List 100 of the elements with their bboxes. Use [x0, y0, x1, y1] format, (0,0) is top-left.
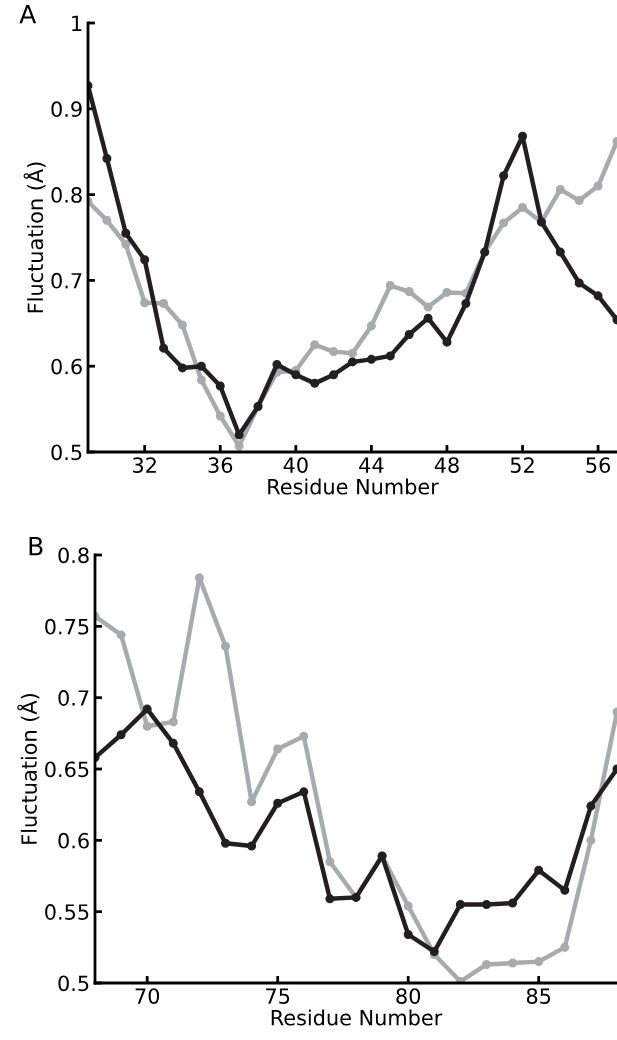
point	[366, 354, 376, 364]
point	[481, 900, 492, 910]
point	[116, 630, 126, 640]
x-tick-label: 48	[434, 457, 459, 473]
point	[142, 704, 152, 714]
point	[299, 787, 309, 797]
point	[534, 865, 544, 875]
point	[196, 361, 206, 371]
point	[385, 281, 395, 291]
point	[177, 320, 187, 330]
point	[404, 329, 414, 339]
point	[560, 885, 570, 895]
chart-title: B	[29, 537, 43, 556]
y-tick-label: 0.9	[51, 101, 82, 118]
point	[455, 900, 465, 910]
point	[593, 181, 603, 191]
point	[586, 801, 596, 811]
point	[140, 255, 150, 265]
point	[574, 196, 584, 206]
point	[220, 641, 231, 651]
point	[403, 929, 413, 940]
x-tick-label: 40	[283, 457, 308, 473]
y-tick-label: 0.8	[58, 547, 89, 564]
point	[140, 298, 150, 308]
x-tick-label: 75	[266, 988, 290, 1004]
point	[177, 363, 187, 373]
y-axis-title: Fluctuation (Å)	[17, 693, 40, 844]
point	[247, 797, 257, 807]
point	[508, 898, 518, 908]
x-tick-label: 32	[133, 457, 156, 473]
point	[404, 287, 414, 297]
point	[247, 841, 257, 851]
y-tick-label: 1	[72, 15, 82, 31]
point	[347, 357, 358, 367]
y-tick-label: 0.6	[58, 832, 89, 849]
point	[518, 202, 528, 212]
point	[593, 291, 603, 301]
point	[366, 321, 376, 331]
point	[121, 228, 131, 238]
point	[168, 738, 178, 748]
point	[499, 218, 509, 228]
point	[273, 744, 283, 754]
point	[555, 247, 565, 257]
point	[423, 302, 433, 312]
point	[299, 731, 309, 741]
point	[560, 942, 570, 952]
point	[215, 381, 225, 391]
point	[385, 351, 395, 361]
y-tick-label: 0.6	[51, 358, 82, 375]
point	[442, 337, 452, 347]
point	[310, 340, 320, 350]
point	[194, 573, 204, 583]
chart-title: A	[19, 5, 37, 24]
point	[325, 894, 335, 904]
x-tick-label: 80	[396, 988, 421, 1004]
x-tick-label: 70	[135, 988, 160, 1004]
point	[121, 239, 131, 249]
y-tick-label: 0.8	[51, 187, 82, 203]
point	[168, 717, 178, 727]
y-tick-label: 0.5	[51, 444, 82, 461]
x-tick-label: 52	[510, 457, 534, 473]
y-tick-label: 0.7	[51, 272, 82, 289]
point	[442, 287, 452, 297]
point	[423, 313, 433, 323]
point	[102, 215, 112, 225]
point	[194, 787, 204, 797]
point	[196, 375, 206, 385]
point	[586, 835, 596, 845]
x-tick-label: 44	[359, 457, 384, 473]
point	[403, 901, 413, 911]
x-tick-label: 85	[526, 988, 551, 1004]
point	[215, 411, 225, 421]
point	[291, 370, 301, 380]
point	[499, 171, 509, 181]
y-tick-label: 0.7	[58, 690, 89, 706]
y-axis-title: Fluctuation (Å)	[23, 162, 46, 313]
x-axis-title: Residue Number	[268, 478, 439, 495]
y-tick-label: 0.75	[45, 618, 89, 635]
x-axis-title: Residue Number	[271, 1009, 443, 1026]
point	[481, 959, 492, 969]
y-tick-label: 0.5	[58, 975, 89, 992]
point	[555, 184, 565, 194]
point	[142, 721, 152, 731]
point	[220, 838, 231, 848]
y-tick-label: 0.65	[45, 761, 89, 778]
x-tick-label: 36	[208, 457, 233, 473]
point	[518, 131, 528, 141]
point	[574, 278, 584, 288]
y-tick-label: 0.55	[45, 904, 89, 920]
point	[329, 347, 339, 357]
point	[272, 359, 282, 369]
point	[347, 348, 358, 358]
point	[329, 370, 339, 380]
point	[508, 958, 518, 968]
x-tick-label: 56	[586, 457, 611, 473]
point	[159, 343, 169, 353]
point	[102, 154, 112, 164]
point	[273, 798, 283, 808]
point	[325, 857, 335, 867]
point	[461, 299, 471, 309]
